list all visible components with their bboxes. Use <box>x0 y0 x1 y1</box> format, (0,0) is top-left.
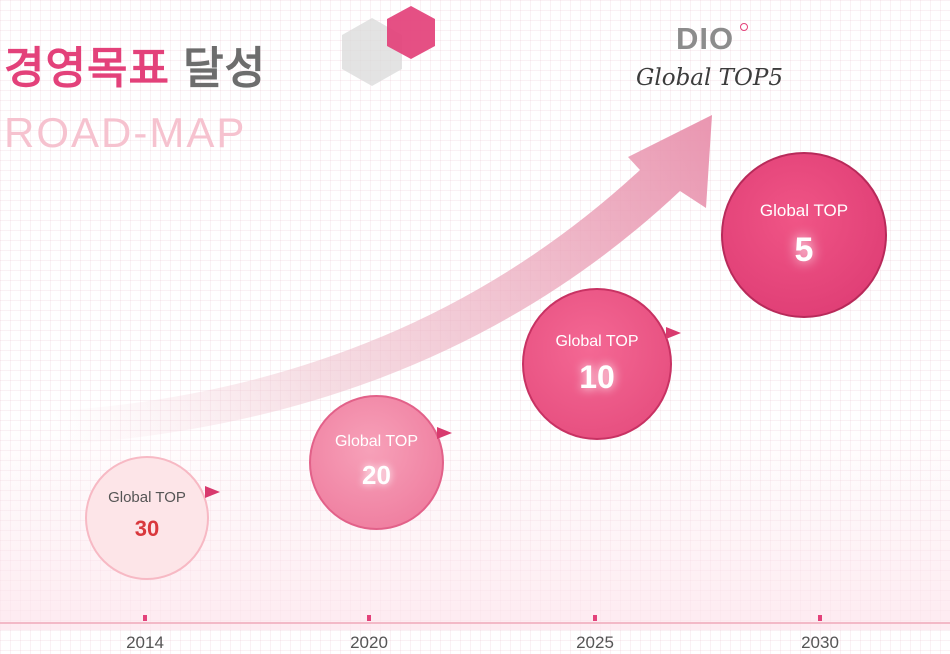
year-label-2030: 2030 <box>801 633 839 652</box>
pointer-icon <box>437 427 452 439</box>
pointer-icon <box>205 486 220 498</box>
hexagon-cluster-icon <box>342 6 435 86</box>
year-label-2025: 2025 <box>576 633 614 652</box>
page-title-rest: 달성 <box>183 44 267 93</box>
milestone-rank: 30 <box>134 516 160 541</box>
milestone-label: Global TOP <box>334 432 418 450</box>
brand-logo: DIO <box>676 21 735 56</box>
milestone-rank: 20 <box>362 459 391 490</box>
milestone-label: Global TOP <box>555 333 639 350</box>
timeline-axis <box>0 622 950 624</box>
page-title-highlight: 경영목표 <box>4 44 170 93</box>
brand-logo-dot <box>740 23 748 31</box>
timeline-tick <box>367 615 371 621</box>
timeline-tick <box>818 615 822 621</box>
page-title: 경영목표 달성 <box>4 44 266 94</box>
milestone-2020: Global TOP 20 <box>309 395 444 530</box>
milestone-rank: 5 <box>794 231 814 269</box>
year-label-2014: 2014 <box>126 633 164 652</box>
timeline-tick <box>593 615 597 621</box>
year-label-2020: 2020 <box>350 633 388 652</box>
milestone-rank: 10 <box>579 359 615 395</box>
milestone-label: Global TOP <box>108 489 186 506</box>
milestone-label: Global TOP <box>759 201 849 220</box>
pointer-icon <box>666 327 681 339</box>
timeline-tick <box>143 615 147 621</box>
milestone-2025: Global TOP 10 <box>522 288 672 440</box>
brand-goal: Global TOP5 <box>636 65 783 91</box>
milestone-2014: Global TOP 30 <box>85 456 209 580</box>
milestone-2030: Global TOP 5 <box>721 152 887 318</box>
page-subtitle: ROAD-MAP <box>4 109 247 156</box>
